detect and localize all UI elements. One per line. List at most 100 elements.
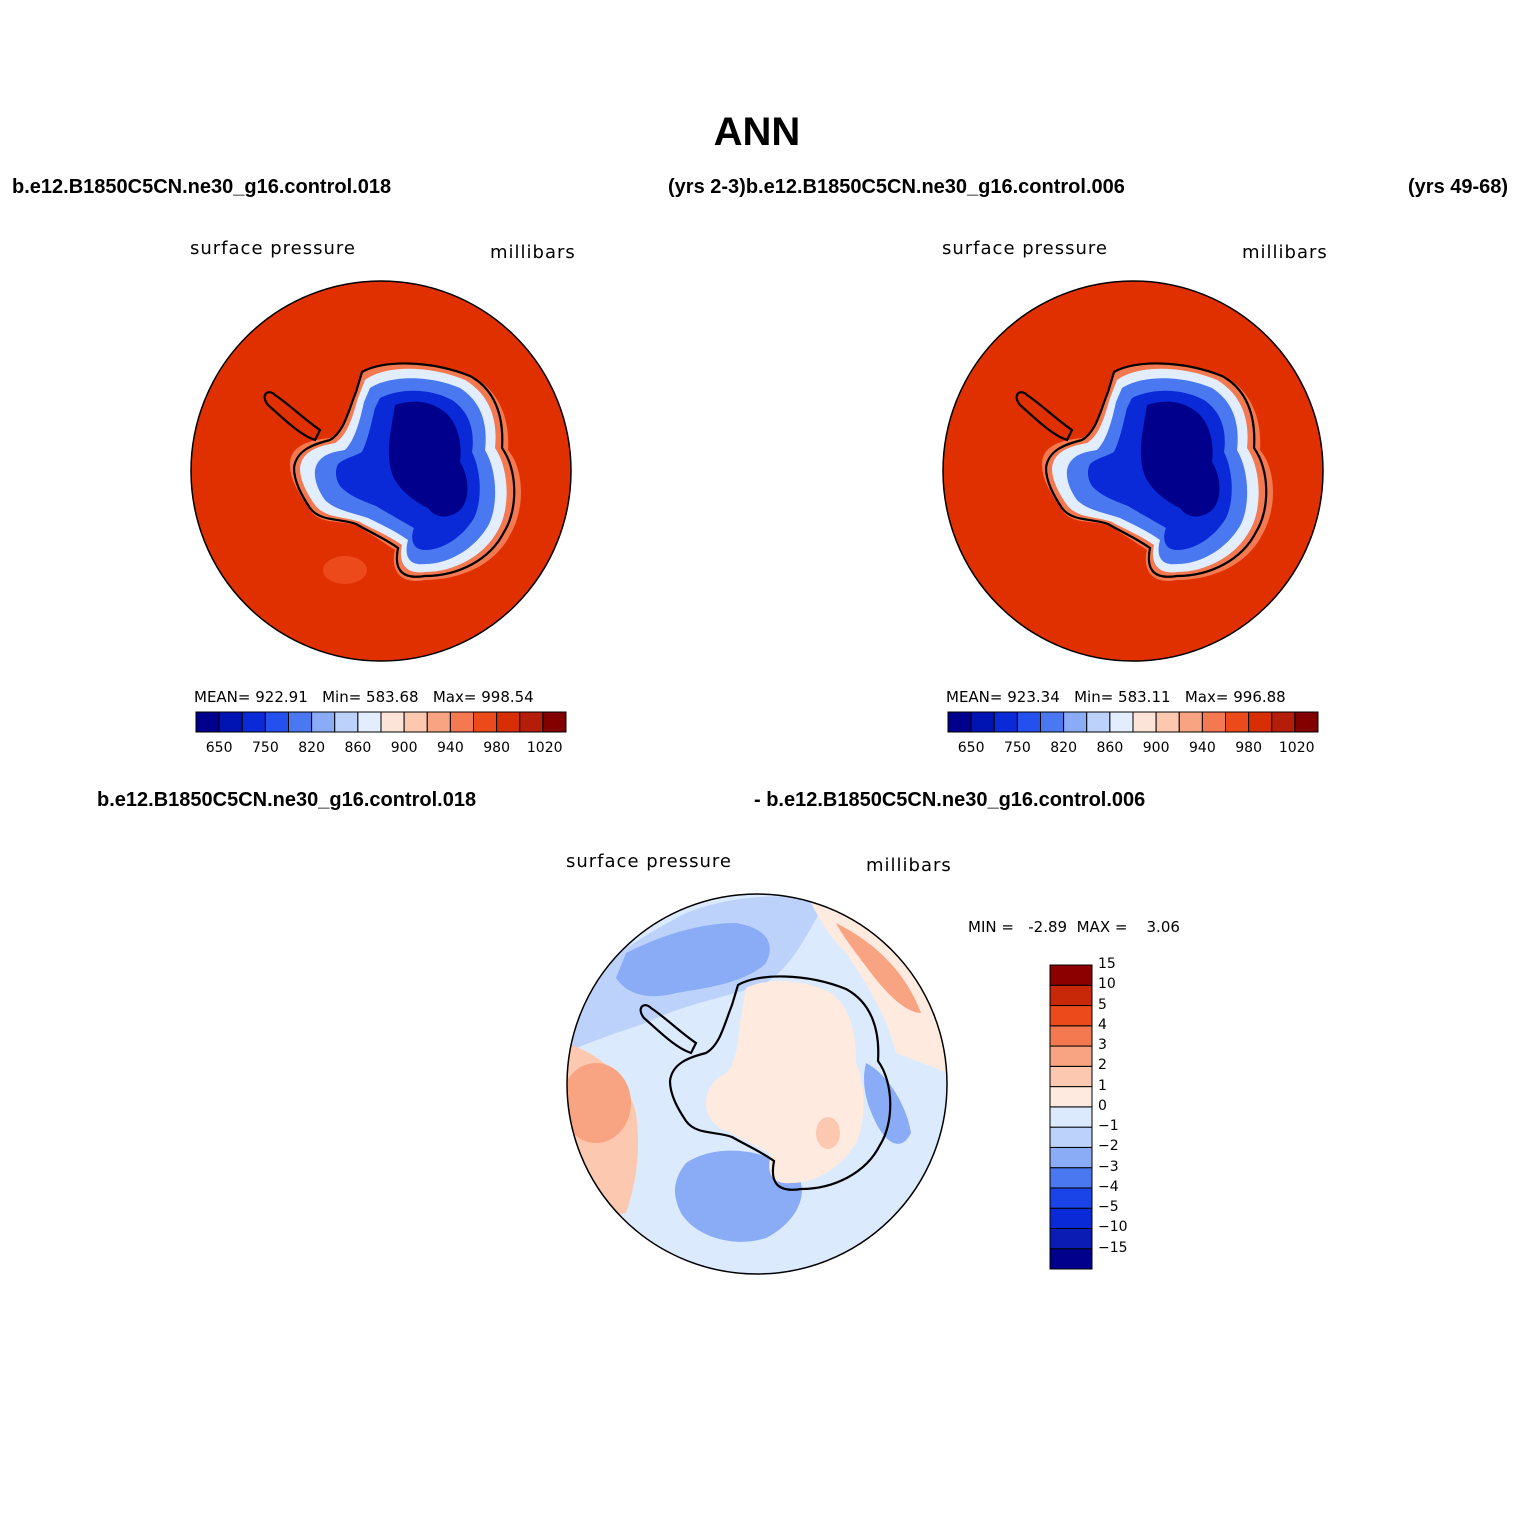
diff-colorbar-tick-label: −2 xyxy=(1098,1138,1119,1155)
diff-min-value: -2.89 xyxy=(1028,918,1068,936)
max-label: Max= xyxy=(432,688,477,706)
colorbar-box xyxy=(334,711,359,733)
colorbar-tick-label: 860 xyxy=(1096,740,1124,756)
mean-value: 923.34 xyxy=(1007,688,1060,706)
diff-colorbar-tick-label: 3 xyxy=(1098,1037,1107,1054)
min-value: 583.11 xyxy=(1118,688,1171,706)
colorbar-box xyxy=(403,711,428,733)
panel1-polar-map xyxy=(190,280,572,662)
header-right-years: (yrs 49-68) xyxy=(1408,176,1508,198)
colorbar-box xyxy=(426,711,451,733)
colorbar-box xyxy=(1248,711,1273,733)
mean-value: 922.91 xyxy=(255,688,308,706)
diff-colorbar-ticks: −15 −10 −5 −4 −3 −2 −1 0 1 2 3 4 5 10 15 xyxy=(1098,956,1158,1270)
colorbar-box xyxy=(519,711,544,733)
colorbar-box xyxy=(195,711,220,733)
diff-colorbar-tick-label: 5 xyxy=(1098,996,1107,1013)
diff-colorbar-tick-label: 2 xyxy=(1098,1057,1107,1074)
colorbar-box xyxy=(264,711,289,733)
colorbar-box xyxy=(241,711,266,733)
colorbar-box xyxy=(357,711,382,733)
min-value: 583.68 xyxy=(366,688,419,706)
colorbar-box xyxy=(1109,711,1134,733)
colorbar-tick-label: 820 xyxy=(1050,740,1077,756)
diff-colorbar-tick-label: −15 xyxy=(1098,1239,1128,1256)
colorbar-box xyxy=(1225,711,1250,733)
diff-colorbar-box xyxy=(1049,1005,1093,1027)
colorbar-box xyxy=(473,711,498,733)
panel2-colorbar-ticks: 650 750 820 860 900 940 980 1020 xyxy=(948,740,1318,760)
mean-label: MEAN= xyxy=(946,688,1003,706)
diff-antarctica-coastline xyxy=(639,975,892,1191)
diff-colorbar-tick-label: 10 xyxy=(1098,976,1116,993)
diff-colorbar-box xyxy=(1049,1146,1093,1169)
diff-units-label: millibars xyxy=(866,855,952,876)
colorbar-box xyxy=(970,711,995,733)
diff-colorbar-tick-label: 0 xyxy=(1098,1097,1107,1114)
diff-header-right: - b.e12.B1850C5CN.ne30_g16.control.006 xyxy=(754,789,1146,811)
colorbar-tick-label: 940 xyxy=(1189,740,1216,756)
min-label: Min= xyxy=(1074,688,1114,706)
panel2-stats: MEAN= 923.34 Min= 583.11 Max= 996.88 xyxy=(946,688,1286,706)
diff-colorbar-tick-label: 15 xyxy=(1098,956,1116,972)
panel1-units-label: millibars xyxy=(490,242,576,263)
colorbar-box xyxy=(380,711,405,733)
panel2-units-label: millibars xyxy=(1242,242,1328,263)
panel1-colorbar xyxy=(195,711,567,733)
map-border xyxy=(190,280,572,662)
panel2-variable-label: surface pressure xyxy=(942,238,1108,259)
colorbar-box xyxy=(993,711,1018,733)
diff-colorbar-tick-label: −3 xyxy=(1098,1158,1119,1175)
colorbar-box xyxy=(218,711,243,733)
diff-colorbar-tick-label: −1 xyxy=(1098,1118,1119,1135)
header-left-case: b.e12.B1850C5CN.ne30_g16.control.018 xyxy=(12,176,392,198)
diff-header-left: b.e12.B1850C5CN.ne30_g16.control.018 xyxy=(97,789,477,811)
diff-colorbar-tick-label: 4 xyxy=(1098,1016,1107,1033)
diff-variable-label: surface pressure xyxy=(566,851,732,872)
ocean-anomaly xyxy=(323,556,367,584)
colorbar-tick-label: 650 xyxy=(205,740,233,756)
colorbar-box xyxy=(449,711,474,733)
colorbar-box xyxy=(496,711,521,733)
diff-colorbar-box xyxy=(1049,984,1093,1007)
panel2-colorbar xyxy=(947,711,1319,733)
colorbar-tick-label: 980 xyxy=(1235,740,1262,756)
diff-colorbar-tick-label: −5 xyxy=(1098,1199,1119,1216)
colorbar-box xyxy=(542,711,567,733)
antarctica-coastline xyxy=(1015,362,1268,578)
colorbar-box xyxy=(288,711,313,733)
max-value: 998.54 xyxy=(481,688,534,706)
max-label: Max= xyxy=(1184,688,1229,706)
diff-colorbar-box xyxy=(1049,1227,1093,1250)
diff-neg-core-north xyxy=(616,923,770,997)
diff-map-border xyxy=(566,893,948,1275)
diff-pos-core-west xyxy=(567,1063,631,1143)
colorbar-box xyxy=(1294,711,1319,733)
panel2-polar-map xyxy=(942,280,1324,662)
colorbar-tick-label: 860 xyxy=(344,740,372,756)
colorbar-box xyxy=(1201,711,1226,733)
colorbar-tick-label: 1020 xyxy=(1278,740,1315,756)
colorbar-box xyxy=(1271,711,1296,733)
colorbar-tick-label: 940 xyxy=(437,740,464,756)
colorbar-tick-label: 750 xyxy=(1004,740,1031,756)
diff-max-label: MAX = xyxy=(1076,918,1128,936)
diff-colorbar xyxy=(1049,964,1093,1270)
colorbar-box xyxy=(1063,711,1088,733)
plateau-core xyxy=(1140,401,1220,517)
panel1-stats: MEAN= 922.91 Min= 583.68 Max= 998.54 xyxy=(194,688,534,706)
diff-polar-map xyxy=(566,893,948,1275)
diff-colorbar-box xyxy=(1049,1106,1093,1128)
diff-max-value: 3.06 xyxy=(1146,918,1180,936)
colorbar-tick-label: 650 xyxy=(957,740,985,756)
diff-pos-region-east xyxy=(806,894,947,1073)
colorbar-box xyxy=(311,711,336,733)
colorbar-tick-label: 900 xyxy=(390,740,418,756)
diff-min-label: MIN = xyxy=(968,918,1014,936)
diff-colorbar-box xyxy=(1049,1126,1093,1148)
colorbar-tick-label: 900 xyxy=(1142,740,1170,756)
colorbar-tick-label: 750 xyxy=(252,740,279,756)
panel1-colorbar-ticks: 650 750 820 860 900 940 980 1020 xyxy=(196,740,566,760)
diff-colorbar-tick-label: 1 xyxy=(1098,1077,1107,1094)
colorbar-tick-label: 820 xyxy=(298,740,325,756)
